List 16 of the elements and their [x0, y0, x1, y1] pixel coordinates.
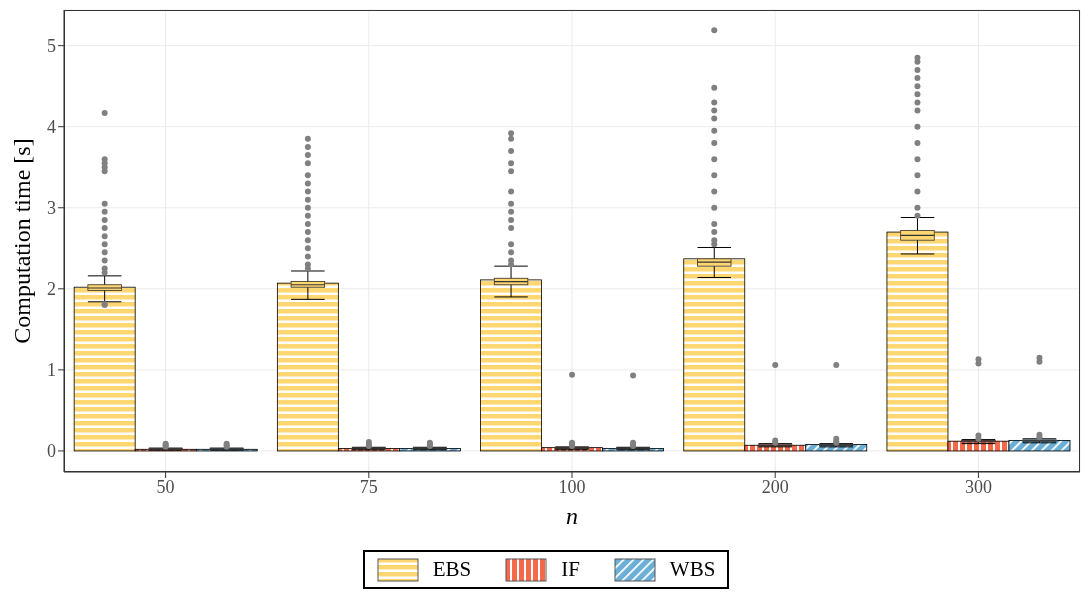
legend-label: IF — [561, 557, 580, 582]
y-tick-label: 5 — [47, 36, 56, 57]
x-tick-label: 300 — [964, 476, 992, 497]
legend-label: EBS — [432, 557, 472, 582]
y-tick-label: 0 — [47, 441, 56, 462]
x-tick-label: 75 — [359, 476, 378, 497]
x-tick-label: 50 — [156, 476, 175, 497]
y-tick-label: 1 — [47, 360, 56, 381]
y-tick-label: 4 — [47, 117, 56, 138]
legend-label: WBS — [669, 557, 716, 582]
x-tick-label: 200 — [761, 476, 789, 497]
y-tick-label: 3 — [47, 198, 56, 219]
y-axis-title: Computation time [s] — [9, 138, 35, 344]
y-tick-label: 2 — [47, 279, 56, 300]
x-tick-label: 100 — [558, 476, 586, 497]
x-axis-title: n — [566, 503, 578, 529]
